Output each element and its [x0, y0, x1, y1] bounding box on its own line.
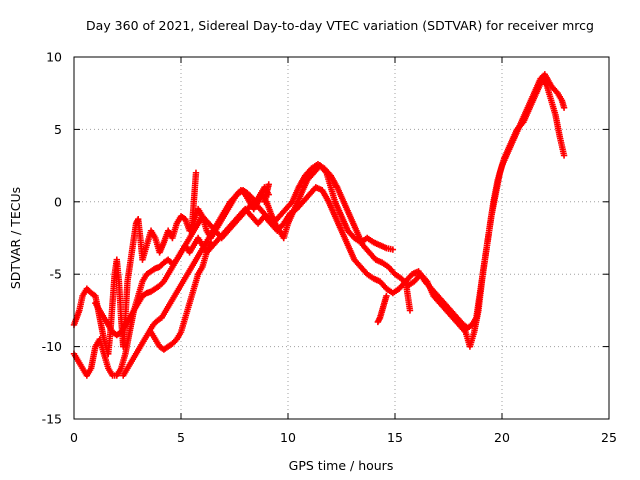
y-axis-label: SDTVAR / TECUs — [8, 187, 23, 289]
plot-frame — [73, 56, 610, 420]
y-tick-label: 0 — [54, 194, 62, 209]
y-tick-label: -5 — [50, 267, 62, 282]
x-axis-label: GPS time / hours — [289, 458, 394, 473]
data-point-marker — [192, 169, 200, 177]
data-point-marker — [389, 246, 397, 253]
x-tick-label: 20 — [494, 430, 510, 445]
trace-c-series — [92, 75, 568, 350]
y-tick-label: 5 — [54, 122, 62, 137]
x-tick-label: 10 — [280, 430, 296, 445]
x-tick-label: 0 — [70, 430, 78, 445]
chart-title: Day 360 of 2021, Sidereal Day-to-day VTE… — [86, 18, 594, 33]
data-point-marker — [265, 181, 272, 188]
y-tick-label: -10 — [42, 339, 62, 354]
data-point-marker — [374, 318, 382, 326]
chart-grid — [74, 57, 609, 419]
data-point-marker — [402, 278, 409, 285]
spike-b-series — [261, 181, 272, 205]
x-tick-label: 25 — [601, 430, 617, 445]
y-tick-label: -15 — [42, 412, 62, 427]
spike-d-series — [402, 278, 414, 314]
data-points — [70, 71, 568, 379]
trace-a-series — [70, 162, 397, 358]
x-tick-label: 5 — [177, 430, 185, 445]
y-tick-label: 10 — [46, 50, 62, 65]
x-tick-label: 15 — [387, 430, 403, 445]
data-point-marker — [207, 239, 215, 246]
data-point-marker — [560, 104, 568, 111]
spike-a-series — [188, 169, 200, 234]
spike-c-series — [374, 292, 390, 326]
trace-e-series — [147, 239, 215, 353]
data-point-marker — [560, 152, 568, 159]
